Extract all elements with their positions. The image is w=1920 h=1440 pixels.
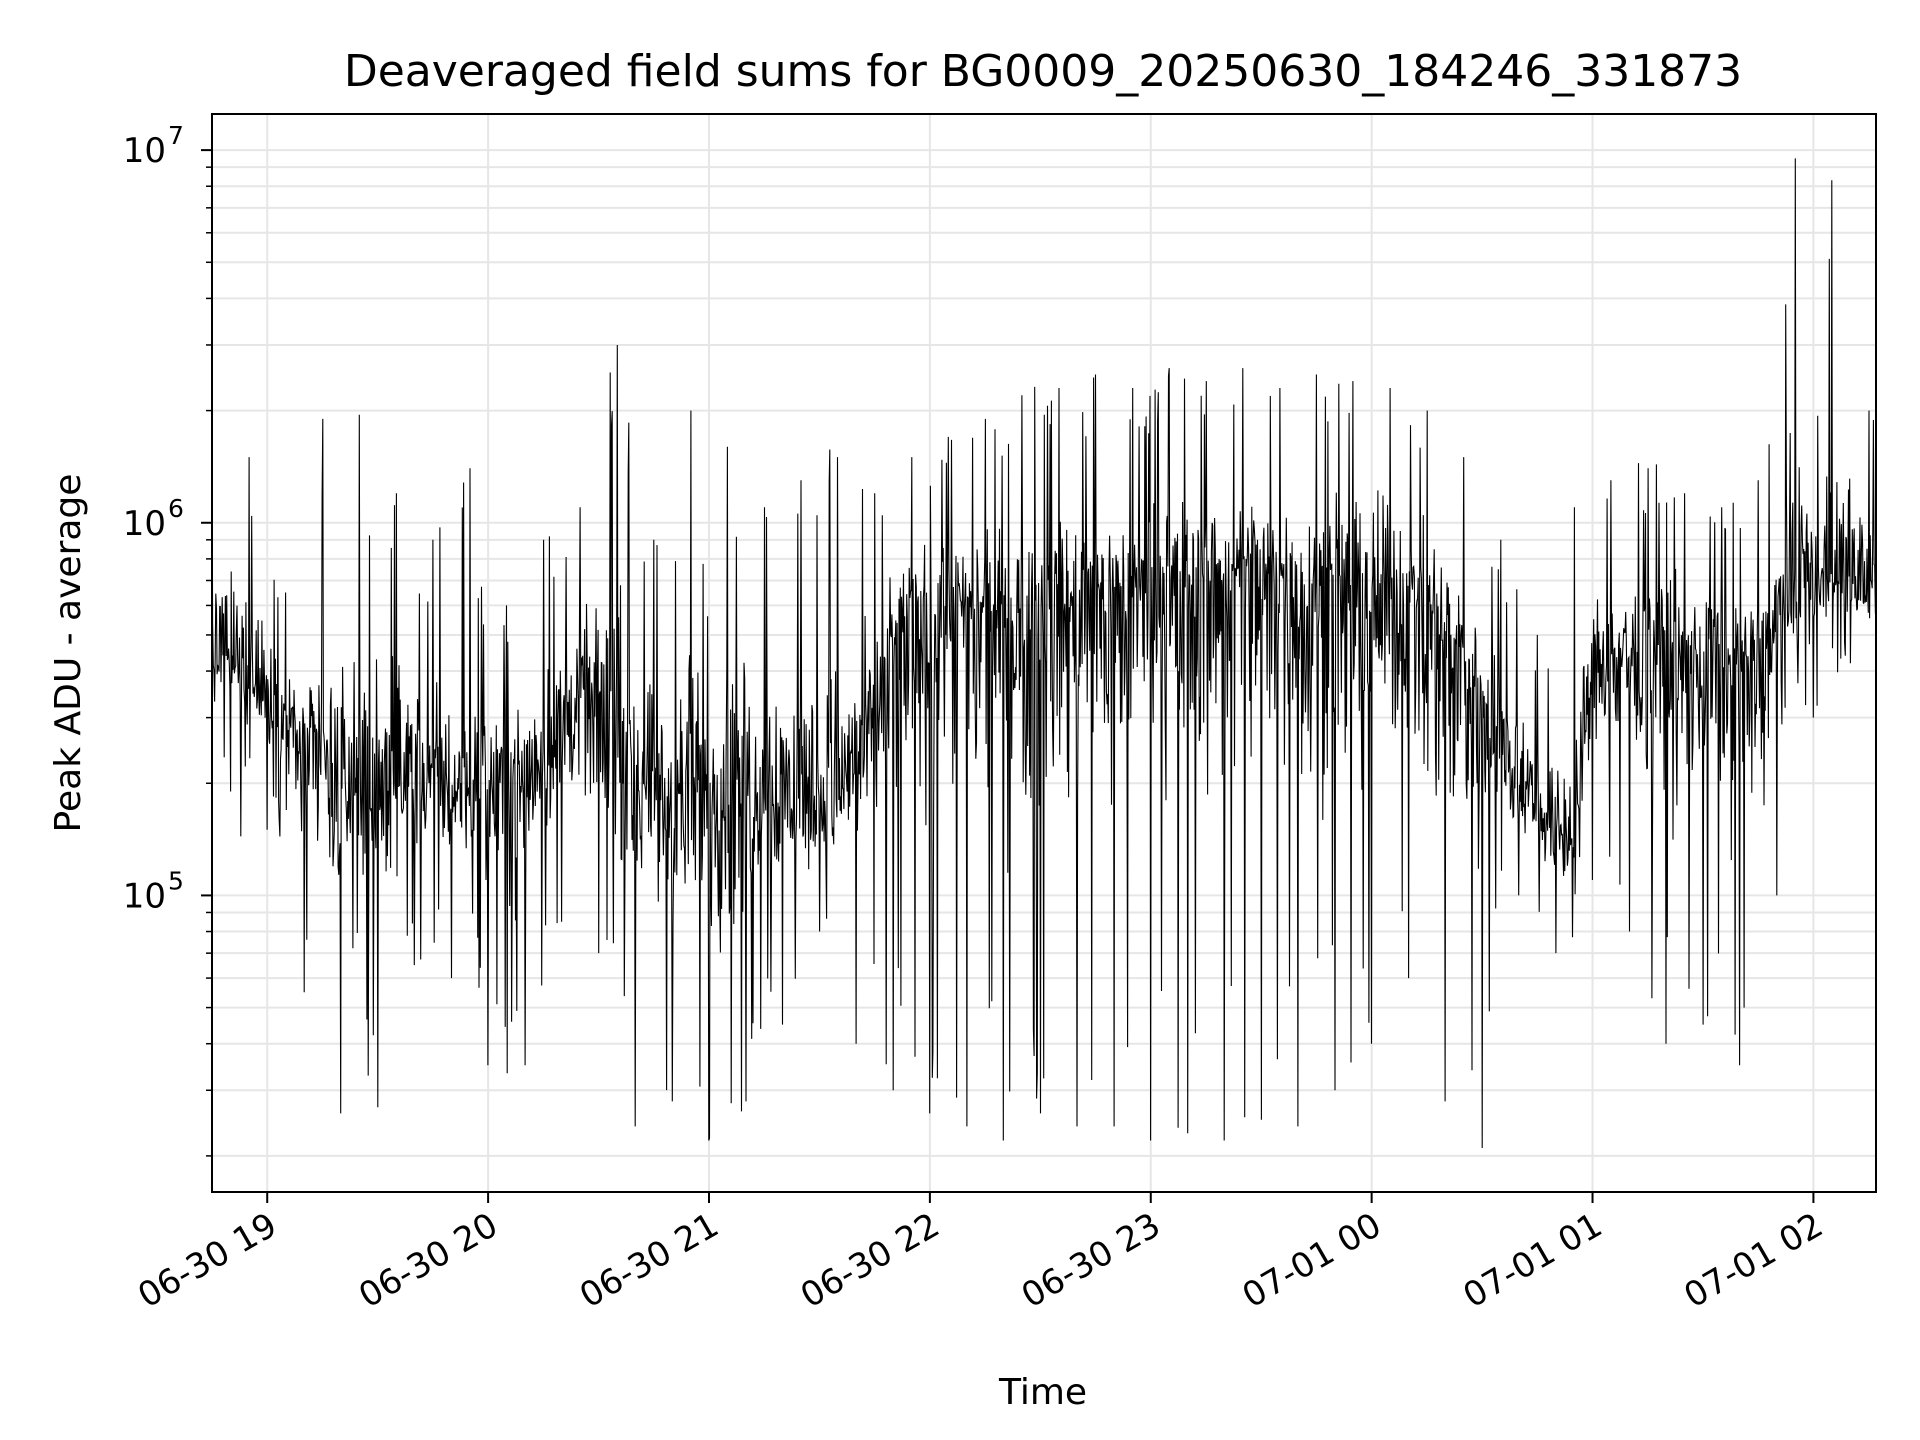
y-tick-exponent: 5 (168, 866, 184, 895)
plot-frame (211, 113, 1877, 1193)
y-tick-label: 10 (123, 876, 166, 916)
data-layer (211, 158, 1877, 1149)
y-tick-exponent: 7 (168, 121, 184, 150)
y-tick-label: 10 (123, 504, 166, 544)
x-axis-label: Time (998, 1372, 1087, 1413)
chart-title: Deaveraged field sums for BG0009_2025063… (344, 46, 1742, 97)
y-axis-label: Peak ADU - average (48, 474, 89, 833)
y-tick-label: 10 (123, 131, 166, 171)
y-tick-exponent: 6 (168, 494, 184, 523)
series-line (211, 158, 1877, 1149)
